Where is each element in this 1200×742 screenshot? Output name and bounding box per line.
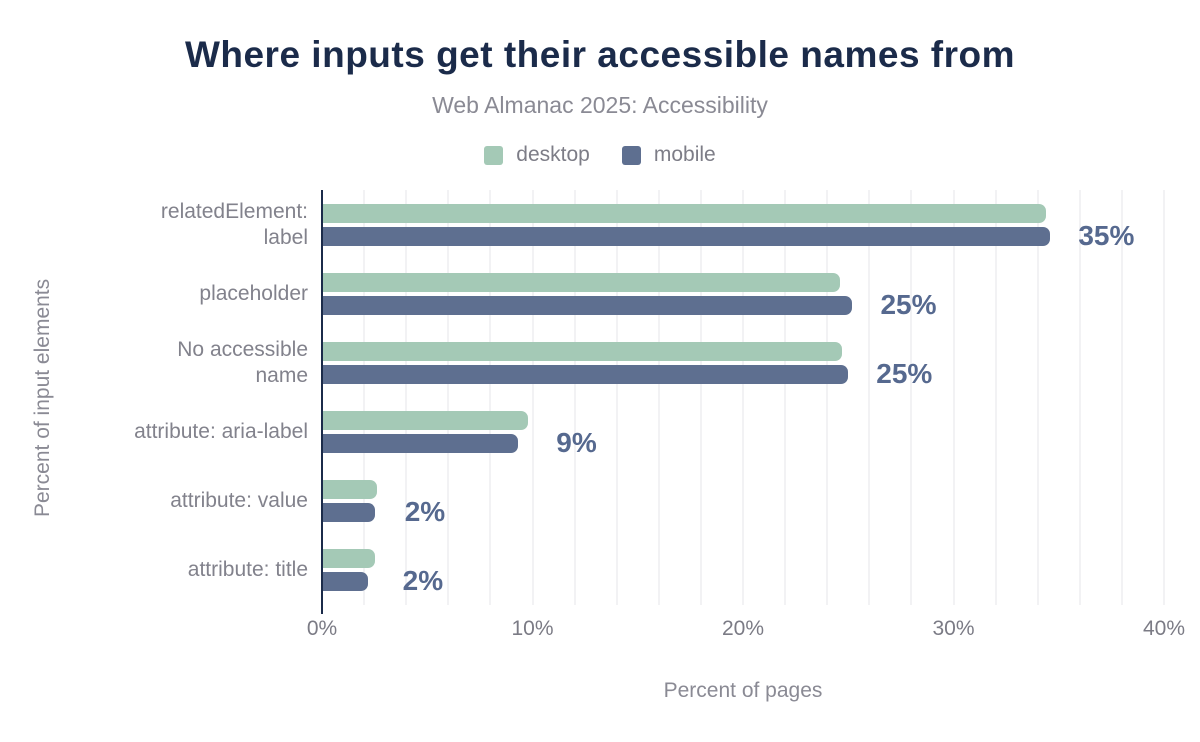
x-tick-label: 40% [1142,617,1186,640]
value-label: 25% [876,357,933,389]
value-label: 2% [404,496,446,528]
bar-desktop [322,411,529,431]
gridline [952,190,955,605]
bar-group: 9% [322,398,1164,467]
gridline [363,190,366,605]
category-label: relatedElement: label [160,199,308,249]
x-axis-ticks: 0% 10% 20% 30% 40% [307,617,1185,643]
gridline [447,190,450,605]
gridline [531,190,534,605]
legend-label: desktop [516,143,590,166]
category-labels: relatedElement: label placeholder No acces… [60,190,308,605]
gridline [405,190,408,605]
bar-group: 25% [322,328,1164,397]
gridline [1078,190,1081,605]
bar-desktop [322,480,377,500]
value-label: 35% [1078,219,1135,251]
legend-item-mobile: mobile [621,143,716,167]
gridline [657,190,660,605]
x-tick-label: 20% [721,617,765,640]
value-label: 2% [402,565,444,597]
gridline [699,190,702,605]
bar-mobile [322,226,1051,246]
x-tick-label: 10% [511,617,554,640]
bar-mobile [322,434,518,454]
bar-mobile [322,364,849,384]
legend-swatch-desktop [484,145,504,165]
chart-title: Where inputs get their accessible names … [184,34,1016,75]
plot-area: 35% 25% 25% 9% 2% 2% [321,190,1165,614]
y-axis-line [321,190,323,614]
value-label: 9% [556,427,597,459]
gridline [742,190,744,605]
x-axis-title: Percent of pages [663,679,823,702]
value-label: 25% [880,288,937,320]
x-tick-label: 0% [306,617,338,640]
bar-mobile [322,572,369,592]
bar-desktop [322,272,840,292]
bar-desktop [322,203,1047,223]
x-tick-label: 30% [932,617,975,640]
gridline [615,190,618,605]
bar-group: 2% [322,467,1164,536]
bar-group: 2% [322,536,1164,605]
category-label: attribute: aria-label [134,420,308,444]
category-label: placeholder [199,281,308,305]
legend-swatch-mobile [621,145,641,165]
bar-desktop [322,549,375,569]
y-axis-title: Percent of input elements [31,278,54,517]
gridline [994,190,997,605]
gridline [910,190,913,605]
bar-group: 25% [322,259,1164,328]
gridline [826,190,829,605]
gridline [489,190,492,605]
gridline [1163,190,1165,605]
gridline [784,190,787,605]
gridline [868,190,871,605]
category-label: No accessible name [177,337,308,387]
legend-item-desktop: desktop [484,143,590,167]
gridline [1036,190,1039,605]
legend: desktop mobile [0,143,1200,167]
legend-label: mobile [653,143,716,166]
bar-mobile [322,503,375,523]
gridline [573,190,576,605]
chart-subtitle: Web Almanac 2025: Accessibility [432,92,768,118]
bar-group: 35% [322,190,1164,259]
bar-mobile [322,295,853,315]
gridline [1120,190,1123,605]
category-label: attribute: value [170,489,308,513]
bar-desktop [322,341,842,361]
category-label: attribute: title [187,558,308,582]
